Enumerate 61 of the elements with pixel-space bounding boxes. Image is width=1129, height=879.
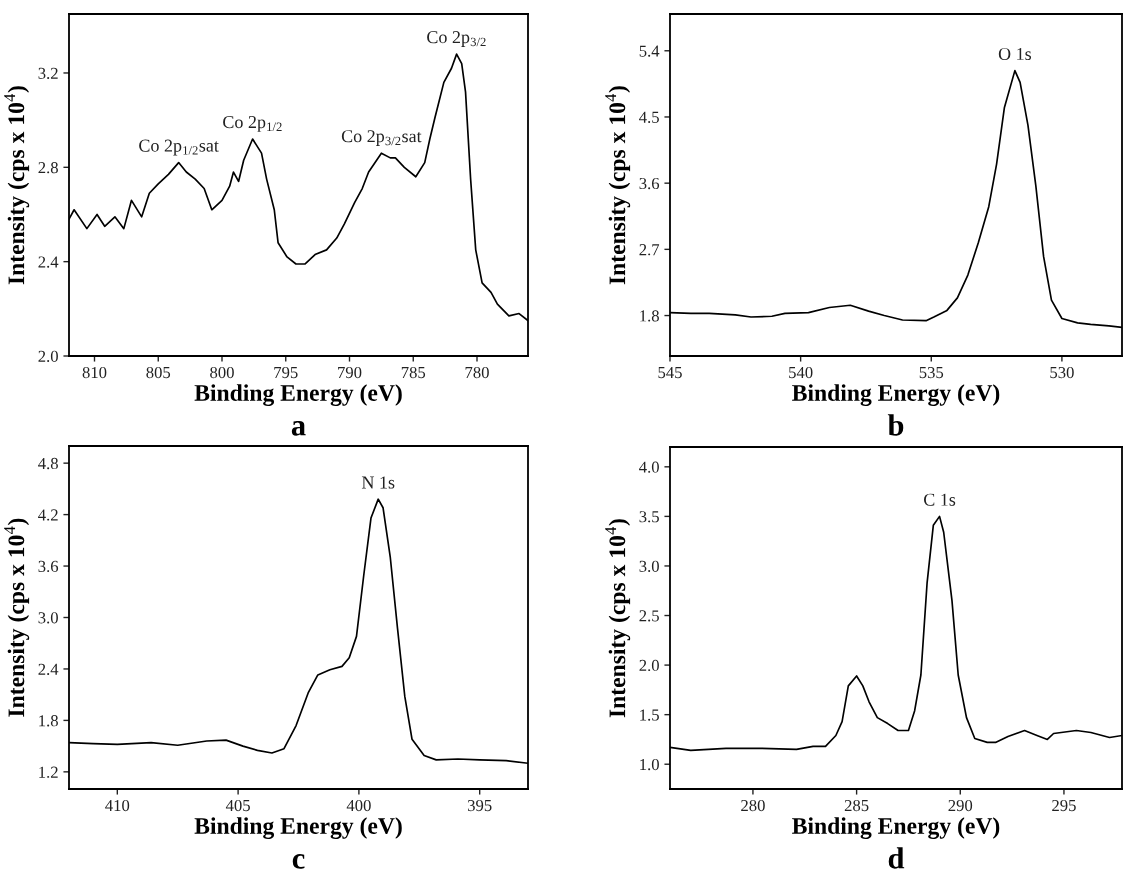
y-tick-label: 1.5 [640,709,659,721]
x-tick-label: 780 [465,366,489,379]
y-tick-label: 3.2 [38,67,58,79]
x-tick-label: 410 [105,799,130,812]
y-tick-label: 2.0 [639,659,659,672]
x-tick-label: 795 [274,366,298,379]
x-tick-label: 790 [338,366,362,379]
x-tick-label: 545 [658,367,682,379]
y-tick-label: 2.7 [639,244,660,256]
x-tick-label: 540 [789,366,813,379]
annotation: Co 2p$_{3/2}$ [427,31,486,47]
x-tick-label: 810 [82,366,107,379]
y-tick-label: 3.6 [639,177,660,190]
annotation: N 1s [361,476,395,489]
y-tick-label: 1.0 [640,758,659,771]
y-axis-title: Intensity (cps x 10$^{4}$) [605,519,631,718]
x-tick-label: 535 [919,366,944,379]
text: d [888,847,905,869]
y-tick-label: 3.0 [639,560,659,572]
x-tick-label: 405 [225,799,250,812]
x-tick-label: 295 [1052,799,1076,812]
x-axis-title: Binding Energy (eV) [194,384,402,406]
y-tick-label: 4.0 [639,461,659,473]
y-tick-label: 4.2 [38,509,58,521]
y-tick-label: 2.0 [38,350,58,363]
y-tick-label: 4.5 [639,111,659,123]
x-tick-label: 785 [401,366,426,379]
x-tick-label: 285 [844,799,869,812]
y-axis-title: Intensity (cps x 10$^{4}$) [4,518,30,717]
text: b [887,414,904,436]
y-tick-label: 1.8 [39,715,58,727]
y-tick-label: 2.4 [38,256,59,268]
x-tick-label: 290 [948,799,973,812]
x-axis-title: Binding Energy (eV) [792,384,1000,406]
annotation: Co 2p$_{1/2}$sat [139,139,219,156]
text: c [292,854,305,869]
y-tick-label: 5.4 [639,45,660,57]
x-tick-label: 400 [346,799,371,812]
x-axis-title: Binding Energy (eV) [194,817,402,839]
annotation: Co 2p$_{1/2}$ [223,115,282,132]
annotation: Co 2p$_{3/2}$sat [341,130,422,146]
x-tick-label: 800 [210,366,234,379]
y-axis-title: Intensity (cps x 10$^{4}$) [605,86,631,285]
x-tick-label: 530 [1050,366,1074,379]
y-tick-label: 2.4 [38,663,59,675]
y-tick-label: 4.8 [38,457,58,470]
x-tick-label: 395 [467,799,492,812]
x-axis-title: Binding Energy (eV) [792,817,1000,839]
x-tick-label: 805 [146,366,171,379]
y-tick-label: 3.6 [38,560,59,573]
annotation: O 1s [998,47,1032,61]
y-tick-label: 3.0 [38,612,58,624]
y-tick-label: 2.5 [639,610,659,622]
y-tick-label: 3.5 [639,511,659,523]
text: a [291,421,306,436]
y-tick-label: 2.8 [38,162,58,174]
x-tick-label: 280 [741,799,765,812]
y-tick-label: 1.8 [640,310,659,322]
y-tick-label: 1.2 [39,766,58,778]
annotation: C 1s [923,493,956,506]
y-axis-title: Intensity (cps x 10$^{4}$) [4,86,30,285]
